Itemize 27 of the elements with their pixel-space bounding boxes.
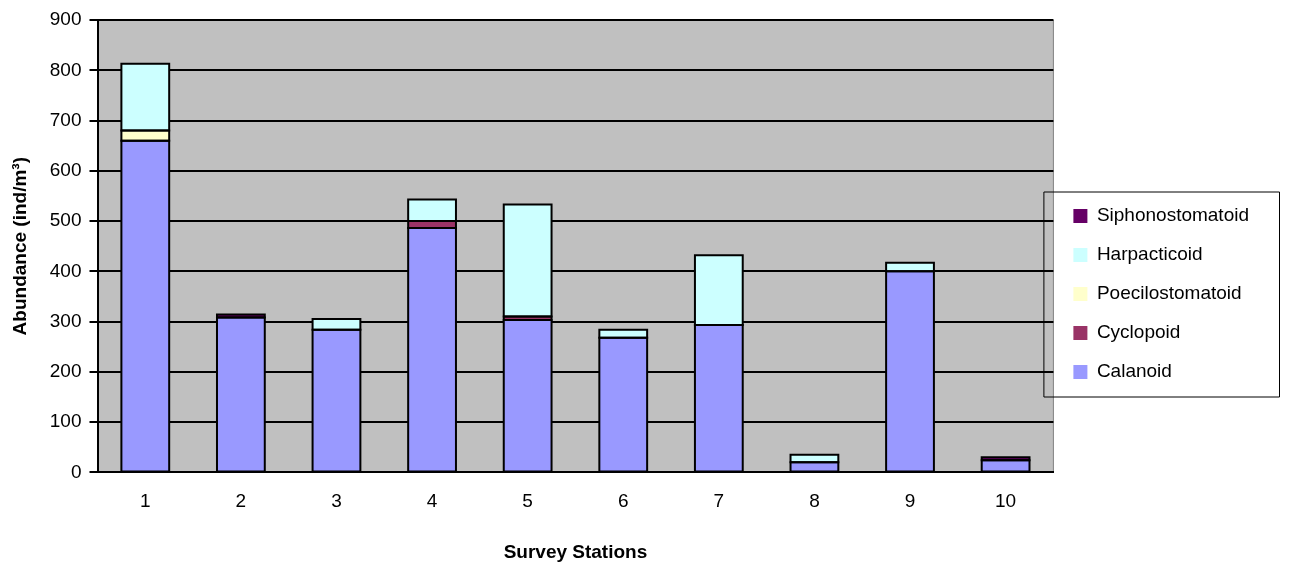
y-tick-label: 700 [49, 108, 82, 130]
y-tick-label: 0 [70, 460, 82, 482]
y-tick-label: 100 [49, 410, 82, 432]
legend-label: Cyclopoid [1096, 321, 1181, 343]
y-tick-label: 500 [49, 209, 82, 231]
y-tick-label: 400 [49, 259, 82, 281]
y-tick-label: 800 [49, 58, 82, 80]
y-tick-label: 300 [49, 309, 82, 331]
y-tick-label: 200 [49, 360, 82, 382]
y-axis-title: Abundance (ind/m³) [8, 157, 30, 336]
x-tick-label: 5 [522, 490, 533, 512]
x-tick-label: 4 [426, 490, 438, 512]
legend-label: Siphonostomatoid [1096, 204, 1250, 226]
x-tick-label: 1 [140, 490, 151, 512]
legend-label: Poecilostomatoid [1096, 282, 1242, 304]
legend-label: Harpacticoid [1096, 243, 1203, 265]
x-tick-label: 7 [713, 490, 725, 512]
x-tick-label: 9 [904, 490, 916, 512]
x-tick-label: 2 [235, 490, 247, 512]
x-tick-label: 3 [331, 490, 342, 512]
y-tick-label: 600 [49, 159, 82, 181]
x-axis-title: Survey Stations [503, 540, 648, 562]
legend-label: Calanoid [1096, 360, 1172, 382]
x-tick-label: 6 [617, 490, 629, 512]
x-tick-label: 10 [995, 490, 1017, 512]
x-tick-label: 8 [809, 490, 820, 512]
y-tick-label: 900 [49, 8, 82, 30]
